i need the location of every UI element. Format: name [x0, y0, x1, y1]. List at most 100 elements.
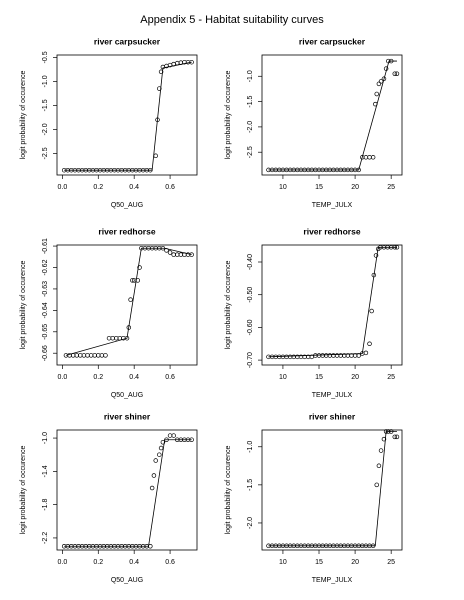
x-tick-label: 0.4 — [129, 559, 139, 566]
data-point — [327, 353, 333, 358]
x-tick-label: 20 — [351, 374, 359, 381]
y-tick-label: -2.5 — [42, 147, 49, 159]
x-tick-label: 0.6 — [165, 559, 175, 566]
y-tick-label: -1.4 — [42, 465, 49, 477]
data-point — [323, 353, 329, 358]
data-point — [381, 436, 387, 442]
plot-frame — [261, 244, 403, 366]
data-point — [394, 434, 400, 440]
x-tick-label: 0.0 — [58, 184, 68, 191]
x-tick-label: 0.4 — [129, 184, 139, 191]
y-axis-label: logit probability of occurence — [20, 261, 27, 350]
data-point — [149, 485, 155, 491]
data-point — [356, 353, 361, 358]
y-axis-label: logit probability of occurence — [20, 446, 27, 535]
data-point — [374, 91, 379, 97]
y-tick-label: -1.0 — [247, 441, 254, 453]
data-point — [392, 71, 398, 76]
y-tick-label: -2.0 — [247, 121, 254, 133]
x-tick-label: 15 — [315, 374, 323, 381]
data-point — [320, 353, 325, 358]
data-point — [291, 354, 297, 360]
x-tick-label: 15 — [315, 559, 323, 566]
data-point — [158, 69, 164, 75]
y-tick-label: -1.5 — [42, 99, 49, 111]
y-tick-label: -2.0 — [42, 123, 49, 135]
x-tick-label: 20 — [351, 184, 359, 191]
data-point — [81, 353, 87, 358]
y-tick-label: -1.0 — [42, 432, 49, 444]
y-tick-label: -0.61 — [42, 238, 49, 254]
x-tick-label: 0.0 — [58, 374, 68, 381]
y-tick-label: -0.50 — [247, 287, 254, 303]
data-point — [78, 353, 83, 358]
data-point — [110, 335, 115, 341]
data-point — [171, 433, 176, 438]
x-tick-label: 0.2 — [93, 374, 103, 381]
data-point — [316, 353, 322, 358]
data-point — [106, 335, 112, 341]
plot-frame — [56, 54, 198, 176]
x-tick-label: 0.2 — [93, 184, 103, 191]
x-tick-label: 25 — [387, 374, 395, 381]
y-tick-label: -0.64 — [42, 302, 49, 318]
data-point — [376, 463, 382, 469]
data-point — [363, 350, 369, 356]
panel-title: river redhorse — [303, 226, 360, 236]
x-tick-label: 10 — [279, 374, 287, 381]
panel-title: river redhorse — [98, 226, 155, 236]
x-tick-label: 0.4 — [129, 374, 139, 381]
data-point — [171, 252, 176, 257]
y-tick-label: -0.62 — [42, 259, 49, 275]
data-point — [287, 354, 293, 360]
x-axis-label: Q50_AUG — [111, 577, 143, 584]
x-tick-label: 10 — [279, 184, 287, 191]
data-point — [74, 353, 79, 358]
y-tick-label: -0.60 — [247, 319, 254, 335]
data-point — [367, 155, 372, 160]
y-tick-label: -1.8 — [42, 499, 49, 511]
y-tick-label: -2.5 — [247, 146, 254, 158]
y-axis-label: logit probability of occurence — [225, 261, 232, 350]
y-tick-label: -0.5 — [42, 51, 49, 63]
y-tick-label: -1.5 — [247, 95, 254, 107]
y-tick-label: -0.63 — [42, 281, 49, 297]
data-point — [284, 354, 289, 360]
data-point — [189, 252, 194, 257]
data-point — [153, 153, 158, 159]
data-point — [370, 155, 376, 160]
fit-line — [268, 60, 397, 171]
data-point — [167, 250, 173, 255]
y-axis-label: logit probability of occurence — [225, 446, 232, 535]
data-point — [137, 265, 142, 270]
data-point — [373, 253, 379, 258]
data-point — [158, 445, 164, 451]
data-point — [175, 252, 180, 257]
plot-frame — [261, 54, 403, 176]
data-point — [394, 71, 400, 76]
x-axis-label: TEMP_JULX — [312, 202, 353, 209]
y-axis-label: logit probability of occurence — [225, 71, 232, 160]
fit-line — [65, 247, 192, 356]
data-point — [130, 278, 135, 283]
y-tick-label: -2.0 — [247, 517, 254, 529]
y-tick-label: -1.5 — [247, 479, 254, 491]
x-axis-label: TEMP_JULX — [312, 577, 353, 584]
data-point — [378, 448, 384, 453]
plot-frame — [56, 244, 198, 366]
x-tick-label: 0.6 — [165, 184, 175, 191]
data-point — [99, 353, 105, 358]
data-point — [103, 353, 108, 358]
plot-frame — [261, 429, 403, 551]
data-point — [367, 341, 372, 346]
data-point — [369, 308, 374, 314]
data-point — [153, 458, 158, 463]
data-point — [280, 354, 286, 360]
panel-title: river shiner — [309, 411, 356, 421]
x-tick-label: 25 — [387, 184, 395, 191]
data-point — [85, 353, 90, 358]
data-point — [157, 452, 162, 457]
data-point — [88, 353, 94, 358]
y-tick-label: -0.70 — [247, 352, 254, 368]
